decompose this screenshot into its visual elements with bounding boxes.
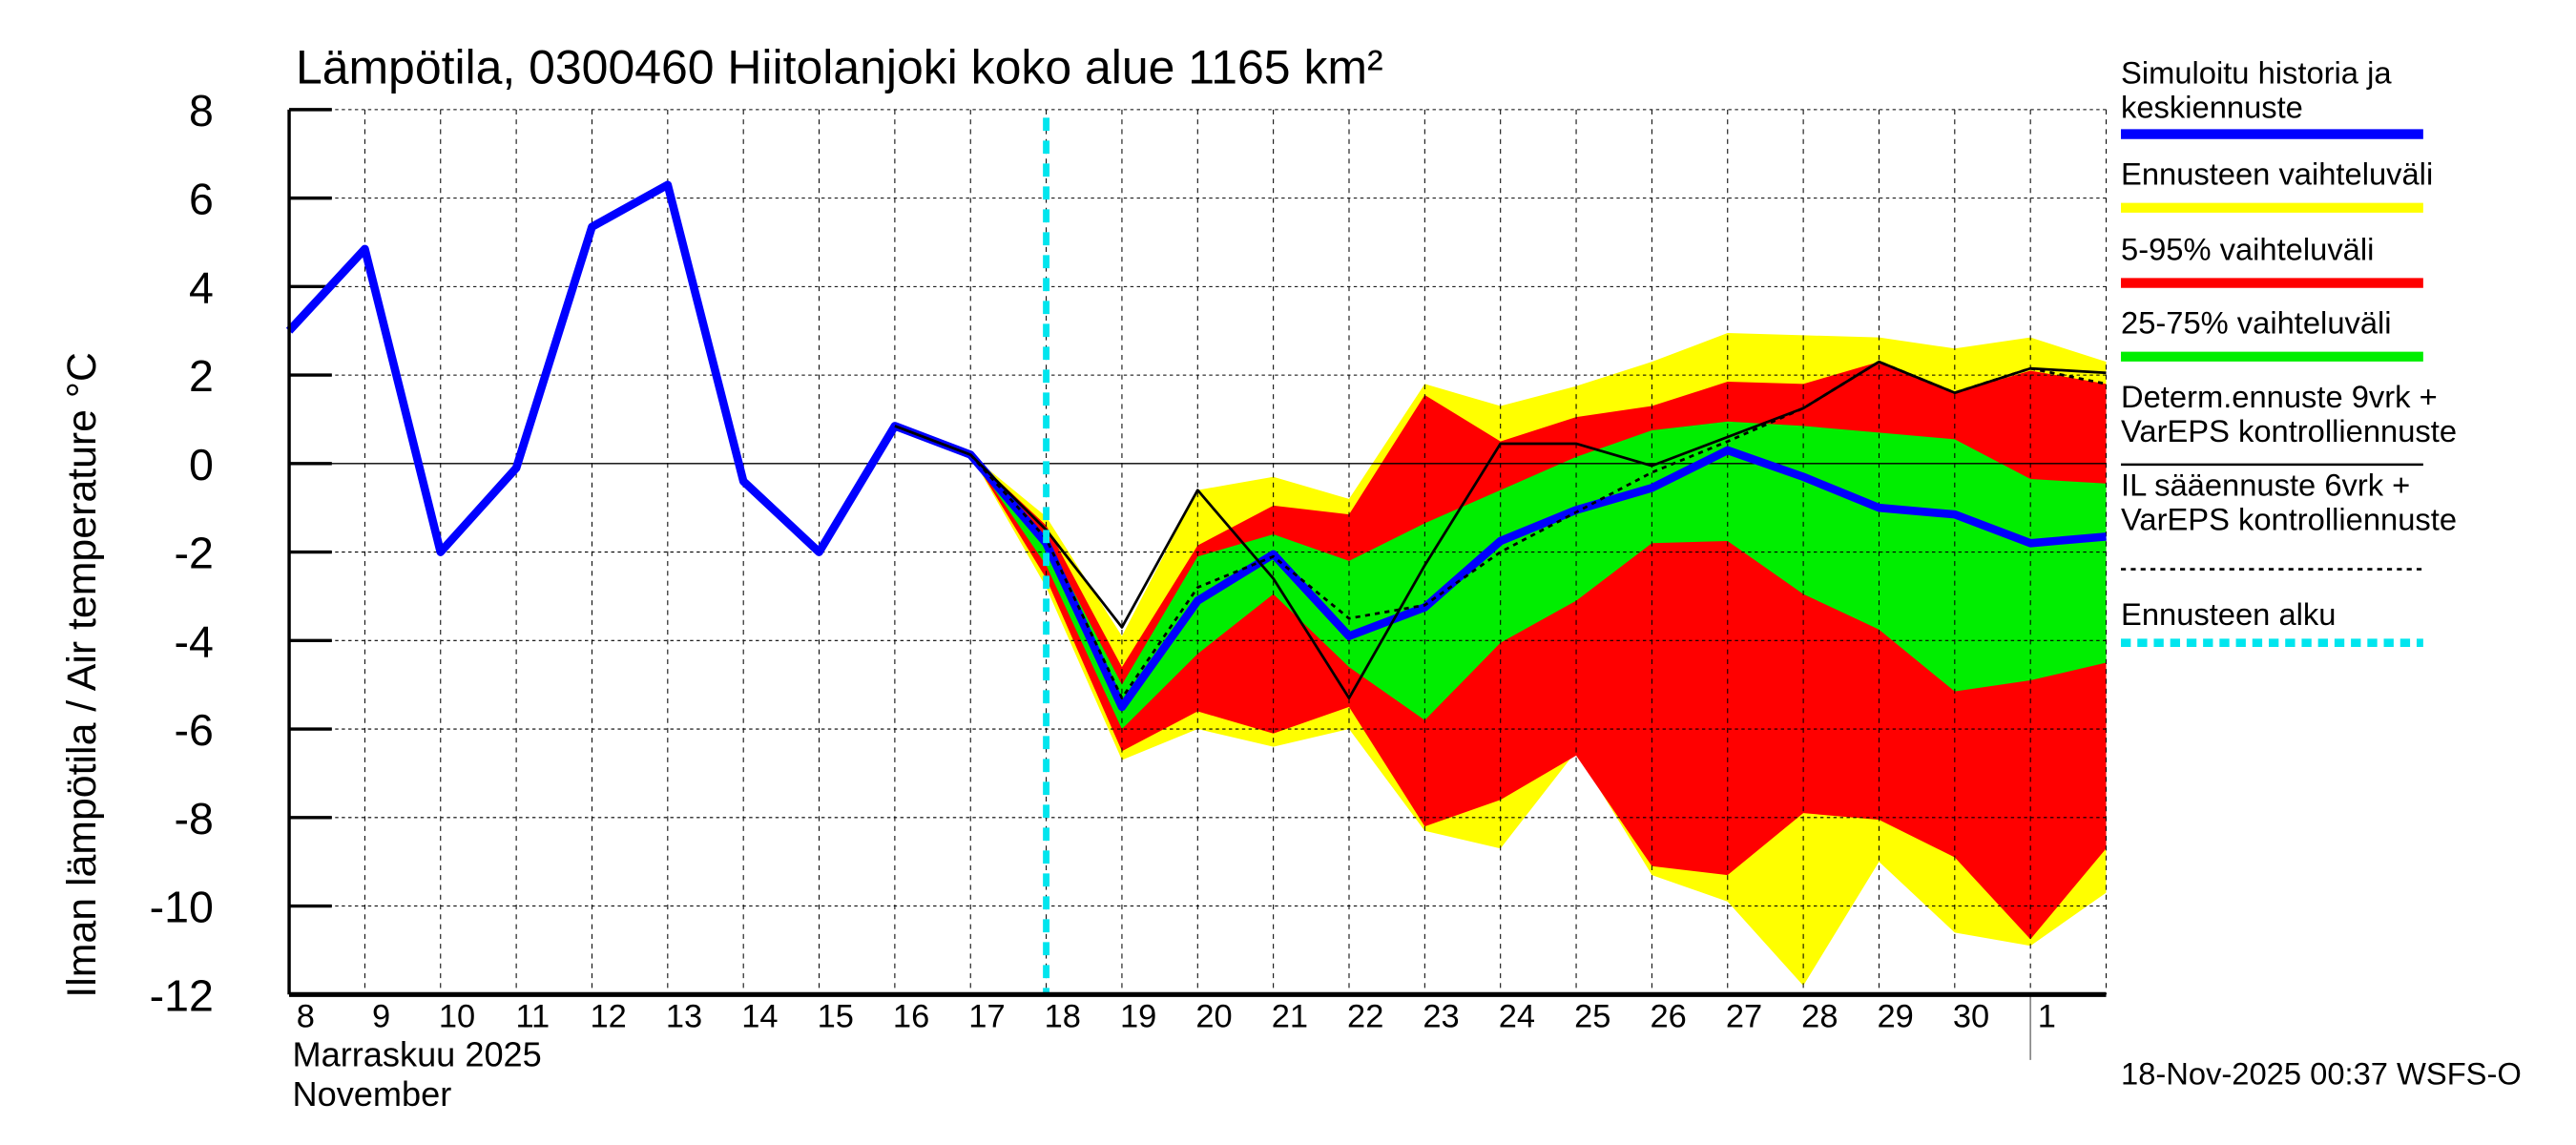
- y-tick-label: -12: [150, 971, 214, 1021]
- x-tick-label: 24: [1499, 999, 1535, 1035]
- x-tick-label: 25: [1574, 999, 1610, 1035]
- x-axis-month-en: November: [293, 1074, 452, 1114]
- y-tick-label: 8: [189, 86, 214, 135]
- y-tick-label: 2: [189, 351, 214, 401]
- x-tick-label: 17: [968, 999, 1005, 1035]
- x-tick-label: 30: [1953, 999, 1989, 1035]
- x-tick-label: 18: [1045, 999, 1081, 1035]
- x-tick-label: 11: [515, 999, 550, 1035]
- x-tick-label: 13: [666, 999, 702, 1035]
- legend-label: Simuloitu historia ja: [2121, 54, 2392, 90]
- legend-label: VarEPS kontrolliennuste: [2121, 501, 2457, 536]
- x-tick-label: 14: [741, 999, 778, 1035]
- legend-label: Ennusteen vaihteluväli: [2121, 156, 2433, 192]
- y-tick-label: 4: [189, 263, 214, 313]
- x-tick-label: 9: [372, 999, 390, 1035]
- y-tick-label: -2: [175, 529, 214, 578]
- x-tick-label: 16: [893, 999, 929, 1035]
- chart-title: Lämpötila, 0300460 Hiitolanjoki koko alu…: [296, 41, 1383, 94]
- legend-label: keskiennuste: [2121, 89, 2303, 124]
- x-tick-label: 20: [1195, 999, 1232, 1035]
- x-tick-label: 21: [1272, 999, 1308, 1035]
- x-tick-label: 15: [818, 999, 854, 1035]
- x-tick-label: 12: [591, 999, 627, 1035]
- y-tick-label: 0: [189, 440, 214, 489]
- series-line-2: [969, 360, 2107, 699]
- legend-label: Determ.ennuste 9vrk +: [2121, 379, 2438, 414]
- band-2: [970, 421, 2107, 730]
- y-tick-label: -4: [175, 617, 214, 667]
- y-tick-label: -6: [175, 705, 214, 755]
- legend-label: IL sääennuste 6vrk +: [2121, 467, 2410, 502]
- x-axis-month-fi: Marraskuu 2025: [293, 1035, 542, 1074]
- y-axis-label: Ilman lämpötila / Air temperature °C: [59, 352, 105, 998]
- y-tick-label: -10: [150, 883, 214, 932]
- x-tick-label: 22: [1347, 999, 1383, 1035]
- series-line-0: [285, 180, 2107, 712]
- timestamp: 18-Nov-2025 00:37 WSFS-O: [2121, 1056, 2522, 1092]
- x-tick-label: 1: [2038, 999, 2056, 1035]
- x-tick-label: 26: [1650, 999, 1686, 1035]
- x-tick-label: 8: [297, 999, 315, 1035]
- x-tick-label: 23: [1423, 999, 1459, 1035]
- x-tick-label: 10: [439, 999, 475, 1035]
- x-tick-label: 27: [1726, 999, 1762, 1035]
- legend-label: VarEPS kontrolliennuste: [2121, 413, 2457, 448]
- y-tick-label: -8: [175, 794, 214, 843]
- x-tick-label: 29: [1878, 999, 1914, 1035]
- legend-label: 25-75% vaihteluväli: [2121, 305, 2392, 341]
- y-tick-label: 6: [189, 175, 214, 224]
- legend-label: Ennusteen alku: [2121, 596, 2336, 632]
- legend-label: 5-95% vaihteluväli: [2121, 232, 2374, 267]
- x-tick-label: 19: [1120, 999, 1156, 1035]
- x-tick-label: 28: [1801, 999, 1838, 1035]
